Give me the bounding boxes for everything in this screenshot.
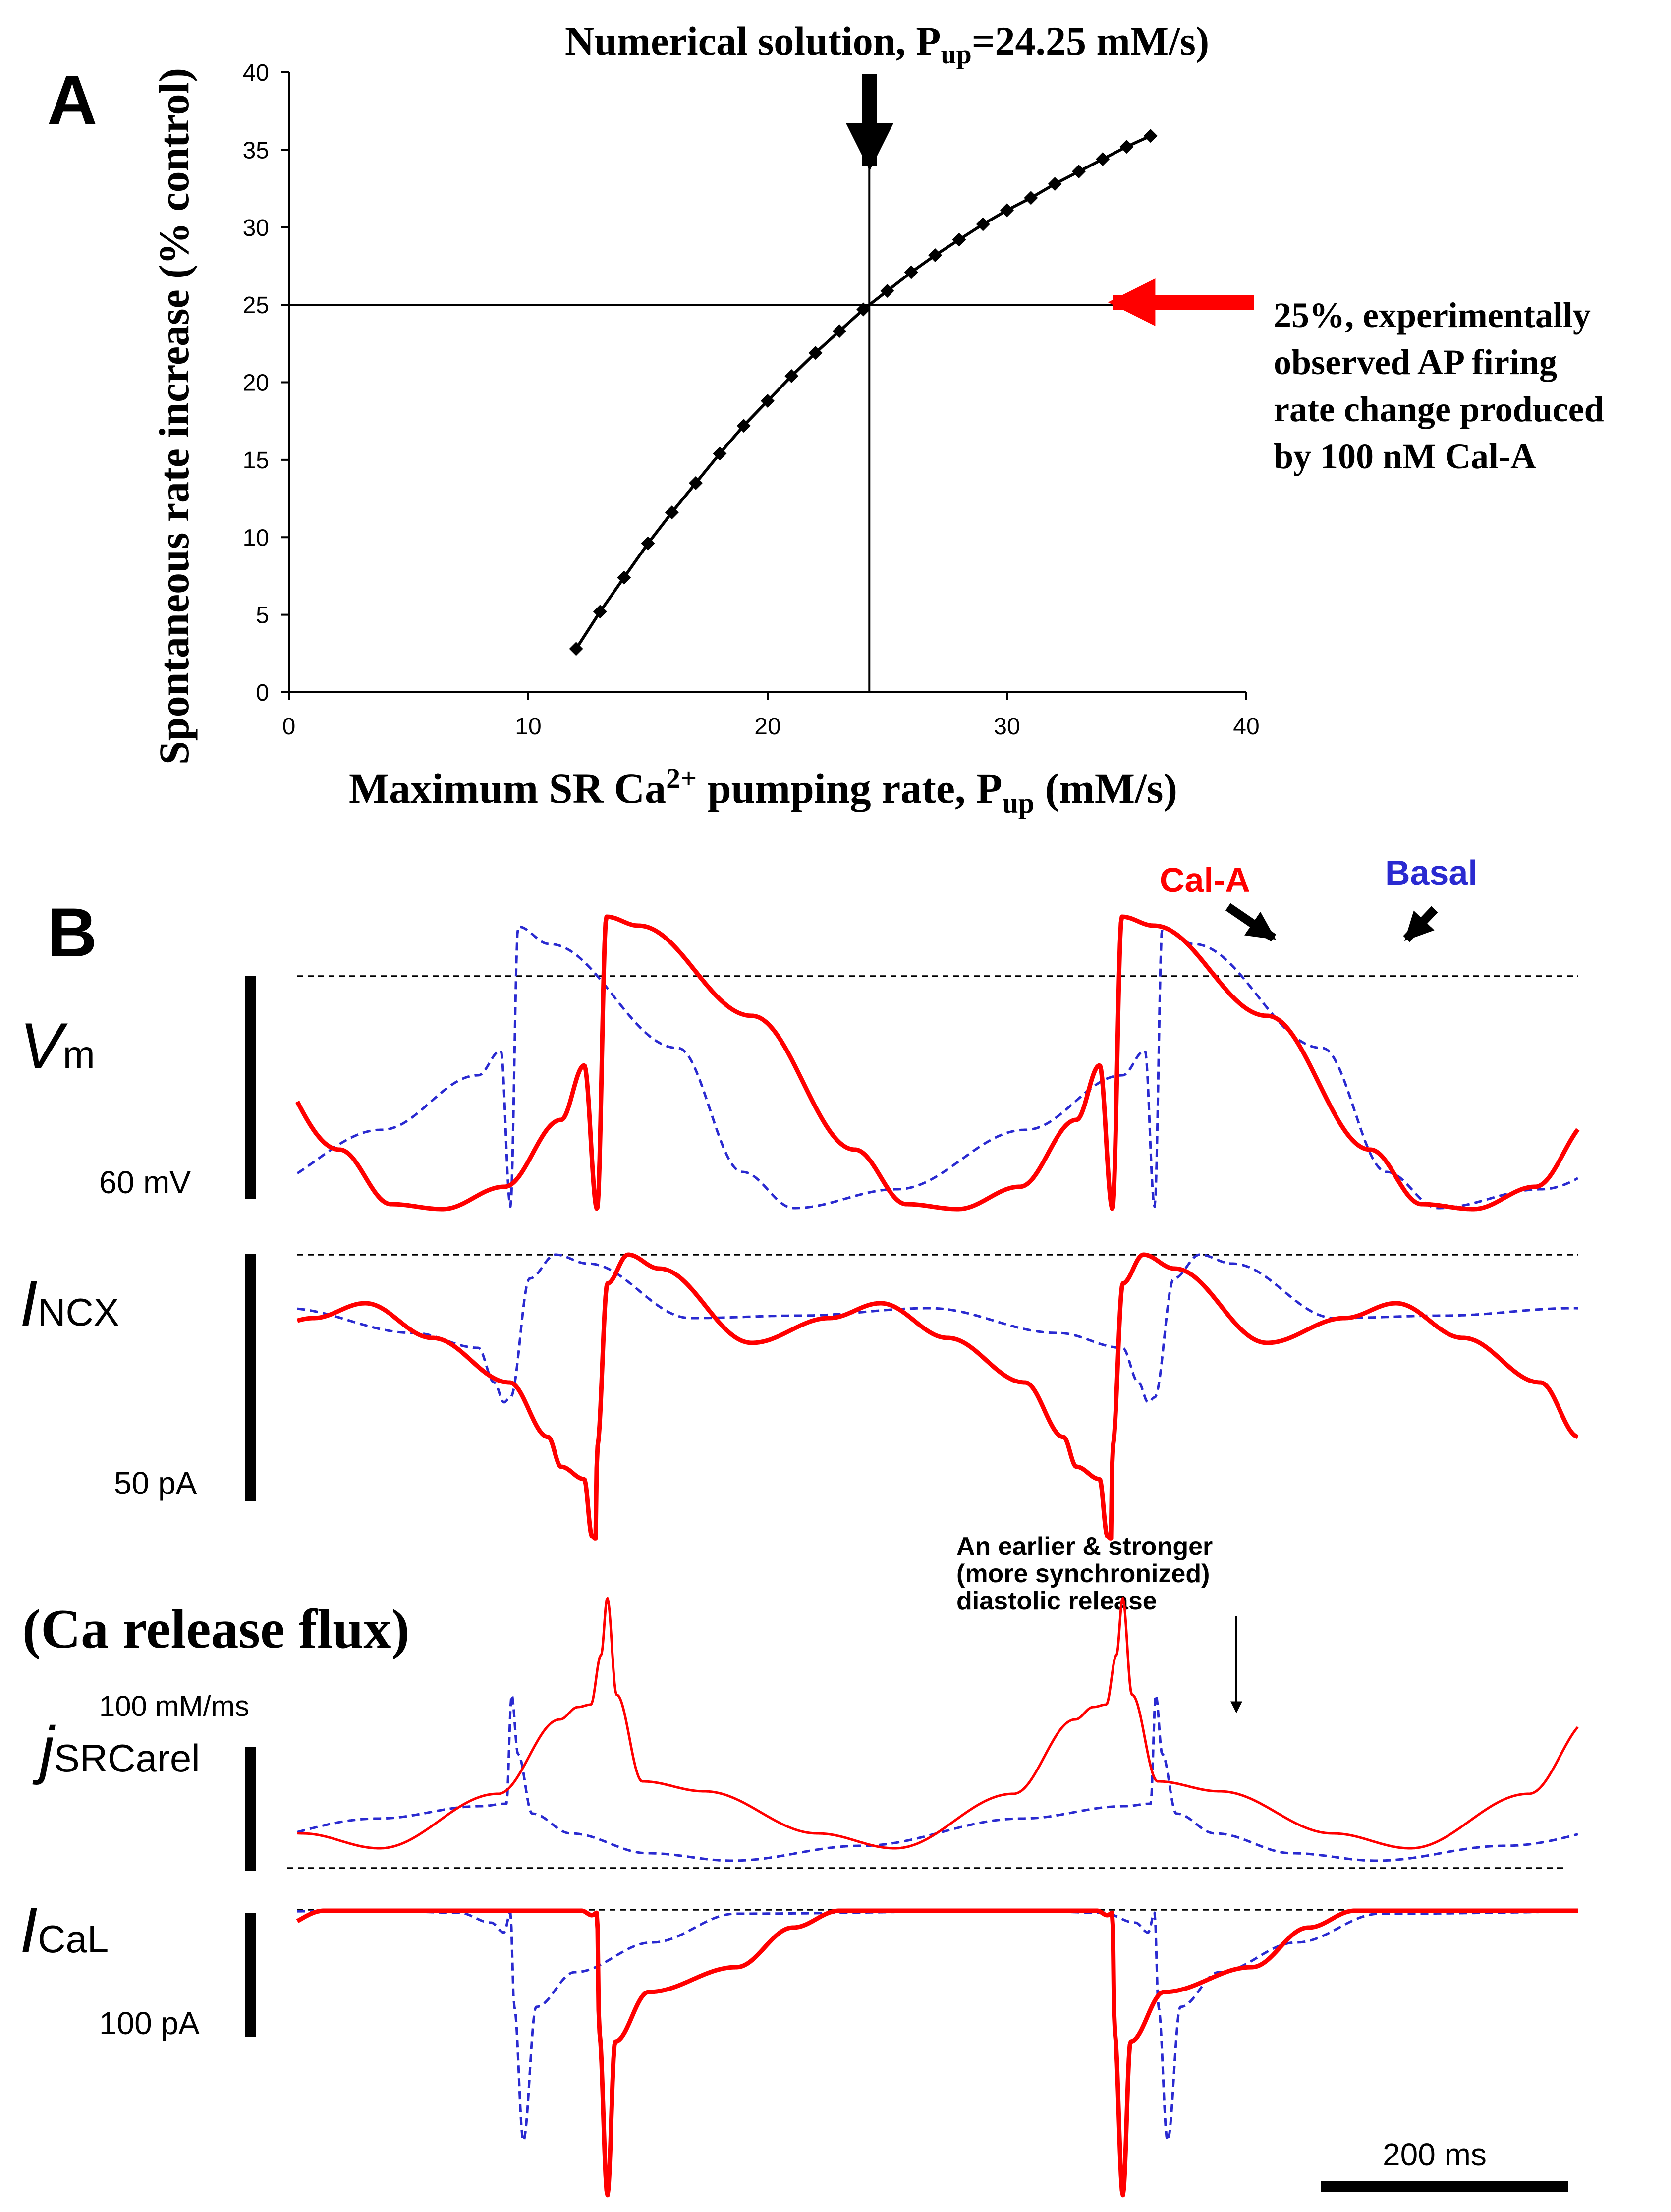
time-scale-label: 200 ms bbox=[1383, 2137, 1487, 2172]
y-tick-label: 5 bbox=[256, 603, 269, 629]
data-point bbox=[1024, 191, 1038, 205]
diastolic-release-annotation: An earlier & stronger (more synchronized… bbox=[956, 1532, 1220, 1615]
data-point bbox=[665, 505, 679, 520]
jsrcarel-scale-label: 100 mM/ms bbox=[99, 1690, 249, 1722]
data-point bbox=[784, 369, 799, 383]
data-point bbox=[808, 346, 823, 360]
data-point bbox=[736, 419, 751, 433]
data-point bbox=[617, 570, 631, 585]
data-point bbox=[1000, 203, 1014, 218]
y-tick-label: 40 bbox=[243, 60, 269, 86]
data-point bbox=[880, 283, 894, 298]
series-markers bbox=[569, 129, 1158, 656]
jsrcarel-cal-a-trace bbox=[297, 1597, 1579, 1850]
ical-basal-trace bbox=[297, 1909, 1578, 2142]
x-axis-label: Maximum SR Ca2+ pumping rate, Pup (mM/s) bbox=[349, 762, 1177, 819]
y-tick-label: 25 bbox=[243, 292, 269, 319]
data-point bbox=[1048, 177, 1062, 191]
jsrcarel-label: jSRCarel bbox=[32, 1713, 200, 1785]
x-tick-label: 20 bbox=[754, 714, 780, 740]
panel-a: A Numerical solution, Pup=24.25 mM/s) 0 1… bbox=[47, 18, 1613, 819]
data-point bbox=[641, 536, 655, 551]
data-point bbox=[1119, 140, 1134, 154]
incx-basal-trace bbox=[297, 1253, 1578, 1404]
data-point bbox=[761, 394, 775, 408]
y-tick-label: 30 bbox=[243, 215, 269, 241]
vm-basal-trace bbox=[296, 925, 1579, 1210]
y-tick-label: 15 bbox=[243, 447, 269, 474]
data-point bbox=[713, 446, 727, 461]
data-point bbox=[832, 324, 846, 338]
data-point bbox=[952, 232, 966, 247]
arrow-cal-a bbox=[1225, 903, 1277, 942]
legend-basal: Basal bbox=[1385, 853, 1478, 892]
panel-b: B Cal-A Basal Vm INCX jSRCarel ICaL 60 m… bbox=[20, 853, 1580, 2198]
ca-release-flux-heading: (Ca release flux) bbox=[22, 1599, 410, 1660]
vm-scale-label: 60 mV bbox=[99, 1164, 191, 1200]
data-point bbox=[1096, 152, 1110, 166]
panel-a-letter: A bbox=[47, 61, 97, 139]
incx-label: INCX bbox=[20, 1267, 119, 1339]
vm-cal-a-trace bbox=[295, 914, 1580, 1212]
data-point bbox=[928, 248, 943, 263]
vm-label: Vm bbox=[20, 1009, 95, 1082]
ical-cal-a-trace bbox=[296, 1908, 1579, 2198]
ical-label: ICaL bbox=[20, 1894, 109, 1966]
y-tick-label: 0 bbox=[256, 680, 269, 706]
chart-title: Numerical solution, Pup=24.25 mM/s) bbox=[565, 18, 1209, 70]
axis-ticks: 0 10 20 30 40 0 5 10 15 20 25 30 35 40 bbox=[243, 60, 1260, 740]
x-tick-label: 0 bbox=[282, 714, 296, 740]
data-point bbox=[593, 605, 607, 619]
y-axis-label: Spontaneous rate increase (% control) bbox=[150, 68, 198, 765]
data-point bbox=[904, 265, 918, 279]
y-tick-label: 35 bbox=[243, 137, 269, 164]
arrow-basal bbox=[1403, 906, 1438, 942]
data-point bbox=[1071, 165, 1086, 179]
x-tick-label: 10 bbox=[515, 714, 541, 740]
y-tick-label: 20 bbox=[243, 370, 269, 396]
data-point bbox=[1143, 129, 1158, 143]
data-point bbox=[856, 302, 871, 317]
traces bbox=[295, 914, 1580, 2198]
data-point bbox=[976, 217, 990, 231]
ical-scale-label: 100 pA bbox=[99, 2005, 200, 2041]
legend-cal-a: Cal-A bbox=[1160, 861, 1250, 899]
series-line bbox=[575, 134, 1152, 650]
jsrcarel-basal-trace bbox=[297, 1694, 1578, 1862]
data-point bbox=[689, 476, 703, 490]
data-point bbox=[569, 642, 583, 656]
x-tick-label: 40 bbox=[1233, 714, 1259, 740]
panel-b-letter: B bbox=[47, 893, 97, 971]
incx-scale-label: 50 pA bbox=[114, 1465, 197, 1501]
experimental-annotation: 25%, experimentally observed AP firing r… bbox=[1274, 295, 1613, 476]
y-tick-label: 10 bbox=[243, 525, 269, 551]
incx-cal-a-trace bbox=[296, 1252, 1579, 1541]
x-tick-label: 30 bbox=[994, 714, 1020, 740]
